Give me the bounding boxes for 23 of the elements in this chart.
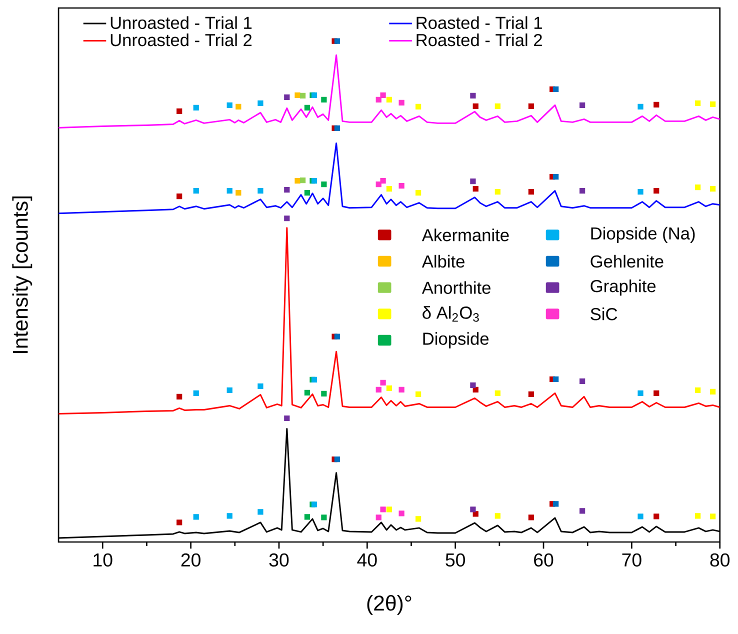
x-tick-label: 40: [357, 553, 377, 567]
x-tick-label: 60: [534, 553, 554, 567]
x-tick-label: 50: [446, 553, 465, 567]
x-tick-label: 10: [94, 553, 112, 567]
y-axis-title: Intensity [counts]: [12, 196, 32, 354]
legend-label: Roasted - Trial 1: [416, 16, 542, 29]
x-tick-label: 20: [181, 553, 200, 567]
legend-label: Diopside: [423, 332, 489, 348]
legend-label: Diopside (Na): [591, 226, 695, 244]
legend-label: Unroasted - Trial 2: [110, 33, 252, 46]
x-tick-label: 80: [710, 553, 730, 567]
legend-label: Gehlenite: [590, 254, 664, 268]
legend-label: Unroasted - Trial 1: [110, 16, 252, 29]
x-tick-label: 30: [269, 553, 289, 567]
legend-label: Akermanite: [422, 228, 509, 242]
legend-label: Graphite: [590, 280, 656, 296]
legend-label: Roasted - Trial 2: [416, 33, 542, 46]
x-axis-title: (2θ)°: [367, 595, 412, 615]
legend-label: Albite: [422, 254, 464, 268]
x-tick-label: 70: [622, 553, 642, 567]
legend-label: δ Al$_{2}$O$_{3}$: [422, 306, 479, 322]
legend-label: SiC: [590, 308, 618, 320]
legend-label: Anorthite: [422, 281, 490, 294]
